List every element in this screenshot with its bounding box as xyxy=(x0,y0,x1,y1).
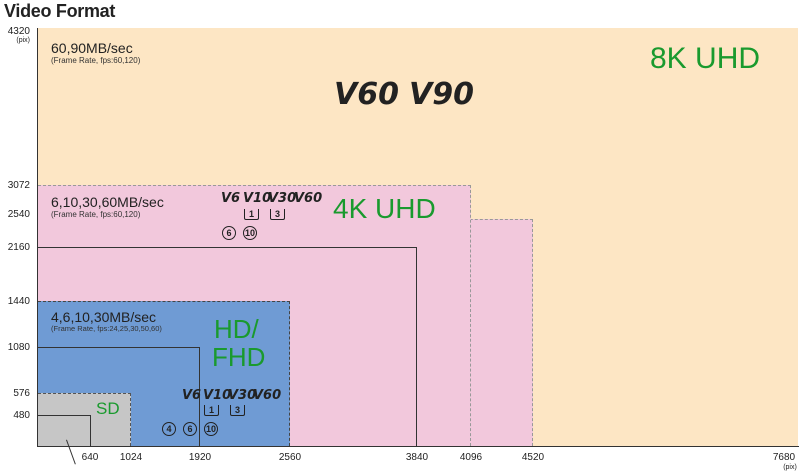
video-class-v60-4k: V60 xyxy=(294,191,323,206)
y-tick-576: 576 xyxy=(13,388,30,399)
speed-class-10-4k: 10 xyxy=(243,226,257,240)
rate-note-hd: (Frame Rate, fps:24,25,30,50,60) xyxy=(51,324,162,333)
y-tick-1440: 1440 xyxy=(7,296,30,307)
x-tick-7680: 7680 xyxy=(772,452,796,463)
video-class-v60-hd: V60 xyxy=(253,388,282,403)
page-title: Video Format xyxy=(4,1,116,21)
speed-class-6-4k: 6 xyxy=(222,226,236,240)
y-tick-2160: 2160 xyxy=(7,242,30,253)
speed-class-10-hd: 10 xyxy=(204,422,218,436)
video-class-v30-hd: V30 xyxy=(228,388,257,403)
rate-4k: 6,10,30,60MB/sec xyxy=(51,194,164,210)
x-tick-4520: 4520 xyxy=(521,452,545,463)
video-class-v30-4k: V30 xyxy=(268,191,297,206)
x-tick-4096: 4096 xyxy=(459,452,483,463)
rate-note-4k: (Frame Rate, fps:60,120) xyxy=(51,210,141,219)
rate-8k: 60,90MB/sec xyxy=(51,40,133,56)
label-4k-uhd: 4K UHD xyxy=(333,193,436,224)
y-tick-480: 480 xyxy=(13,410,30,421)
x-axis-line xyxy=(37,446,799,447)
video-class-v60-8k: V60 xyxy=(334,77,399,112)
rate-hd: 4,6,10,30MB/sec xyxy=(51,309,157,325)
speed-class-4-hd: 4 xyxy=(162,422,176,436)
x-tick-1920: 1920 xyxy=(188,452,212,463)
y-top-label: 4320 xyxy=(7,26,30,37)
x-tick-1024: 1024 xyxy=(119,452,143,463)
video-class-v10-hd: V10 xyxy=(203,388,232,403)
region-sd-480 xyxy=(38,415,91,446)
label-hd-line2: FHD xyxy=(212,342,266,372)
region-sd xyxy=(38,393,131,446)
x-tick-2560: 2560 xyxy=(278,452,302,463)
video-class-v10-4k: V10 xyxy=(243,191,272,206)
label-8k-uhd: 8K UHD xyxy=(650,42,761,75)
y-axis-line xyxy=(37,28,38,447)
region-fhd-outline xyxy=(38,347,200,446)
x-tick-640: 640 xyxy=(81,452,99,463)
label-sd: SD xyxy=(96,399,120,418)
video-class-v6-hd: V6 xyxy=(182,388,202,403)
label-hd-line1: HD/ xyxy=(214,314,259,344)
speed-class-6-hd: 6 xyxy=(183,422,197,436)
uhs-class-1-4k: 1 xyxy=(244,209,259,220)
rate-note-8k: (Frame Rate, fps:60,120) xyxy=(51,56,141,65)
y-unit-label: (pix) xyxy=(16,37,30,44)
video-class-v6-4k: V6 xyxy=(221,191,241,206)
y-tick-1080: 1080 xyxy=(7,342,30,353)
uhs-class-3-hd: 3 xyxy=(230,405,245,416)
x-tick-3840: 3840 xyxy=(405,452,429,463)
uhs-class-1-hd: 1 xyxy=(204,405,219,416)
video-class-v90-8k: V90 xyxy=(409,77,474,112)
region-3840-outline xyxy=(38,247,417,446)
y-tick-2540: 2540 xyxy=(7,209,30,220)
x-unit-label: (pix) xyxy=(783,464,797,471)
uhs-class-3-4k: 3 xyxy=(270,209,285,220)
y-tick-3072: 3072 xyxy=(7,180,30,191)
